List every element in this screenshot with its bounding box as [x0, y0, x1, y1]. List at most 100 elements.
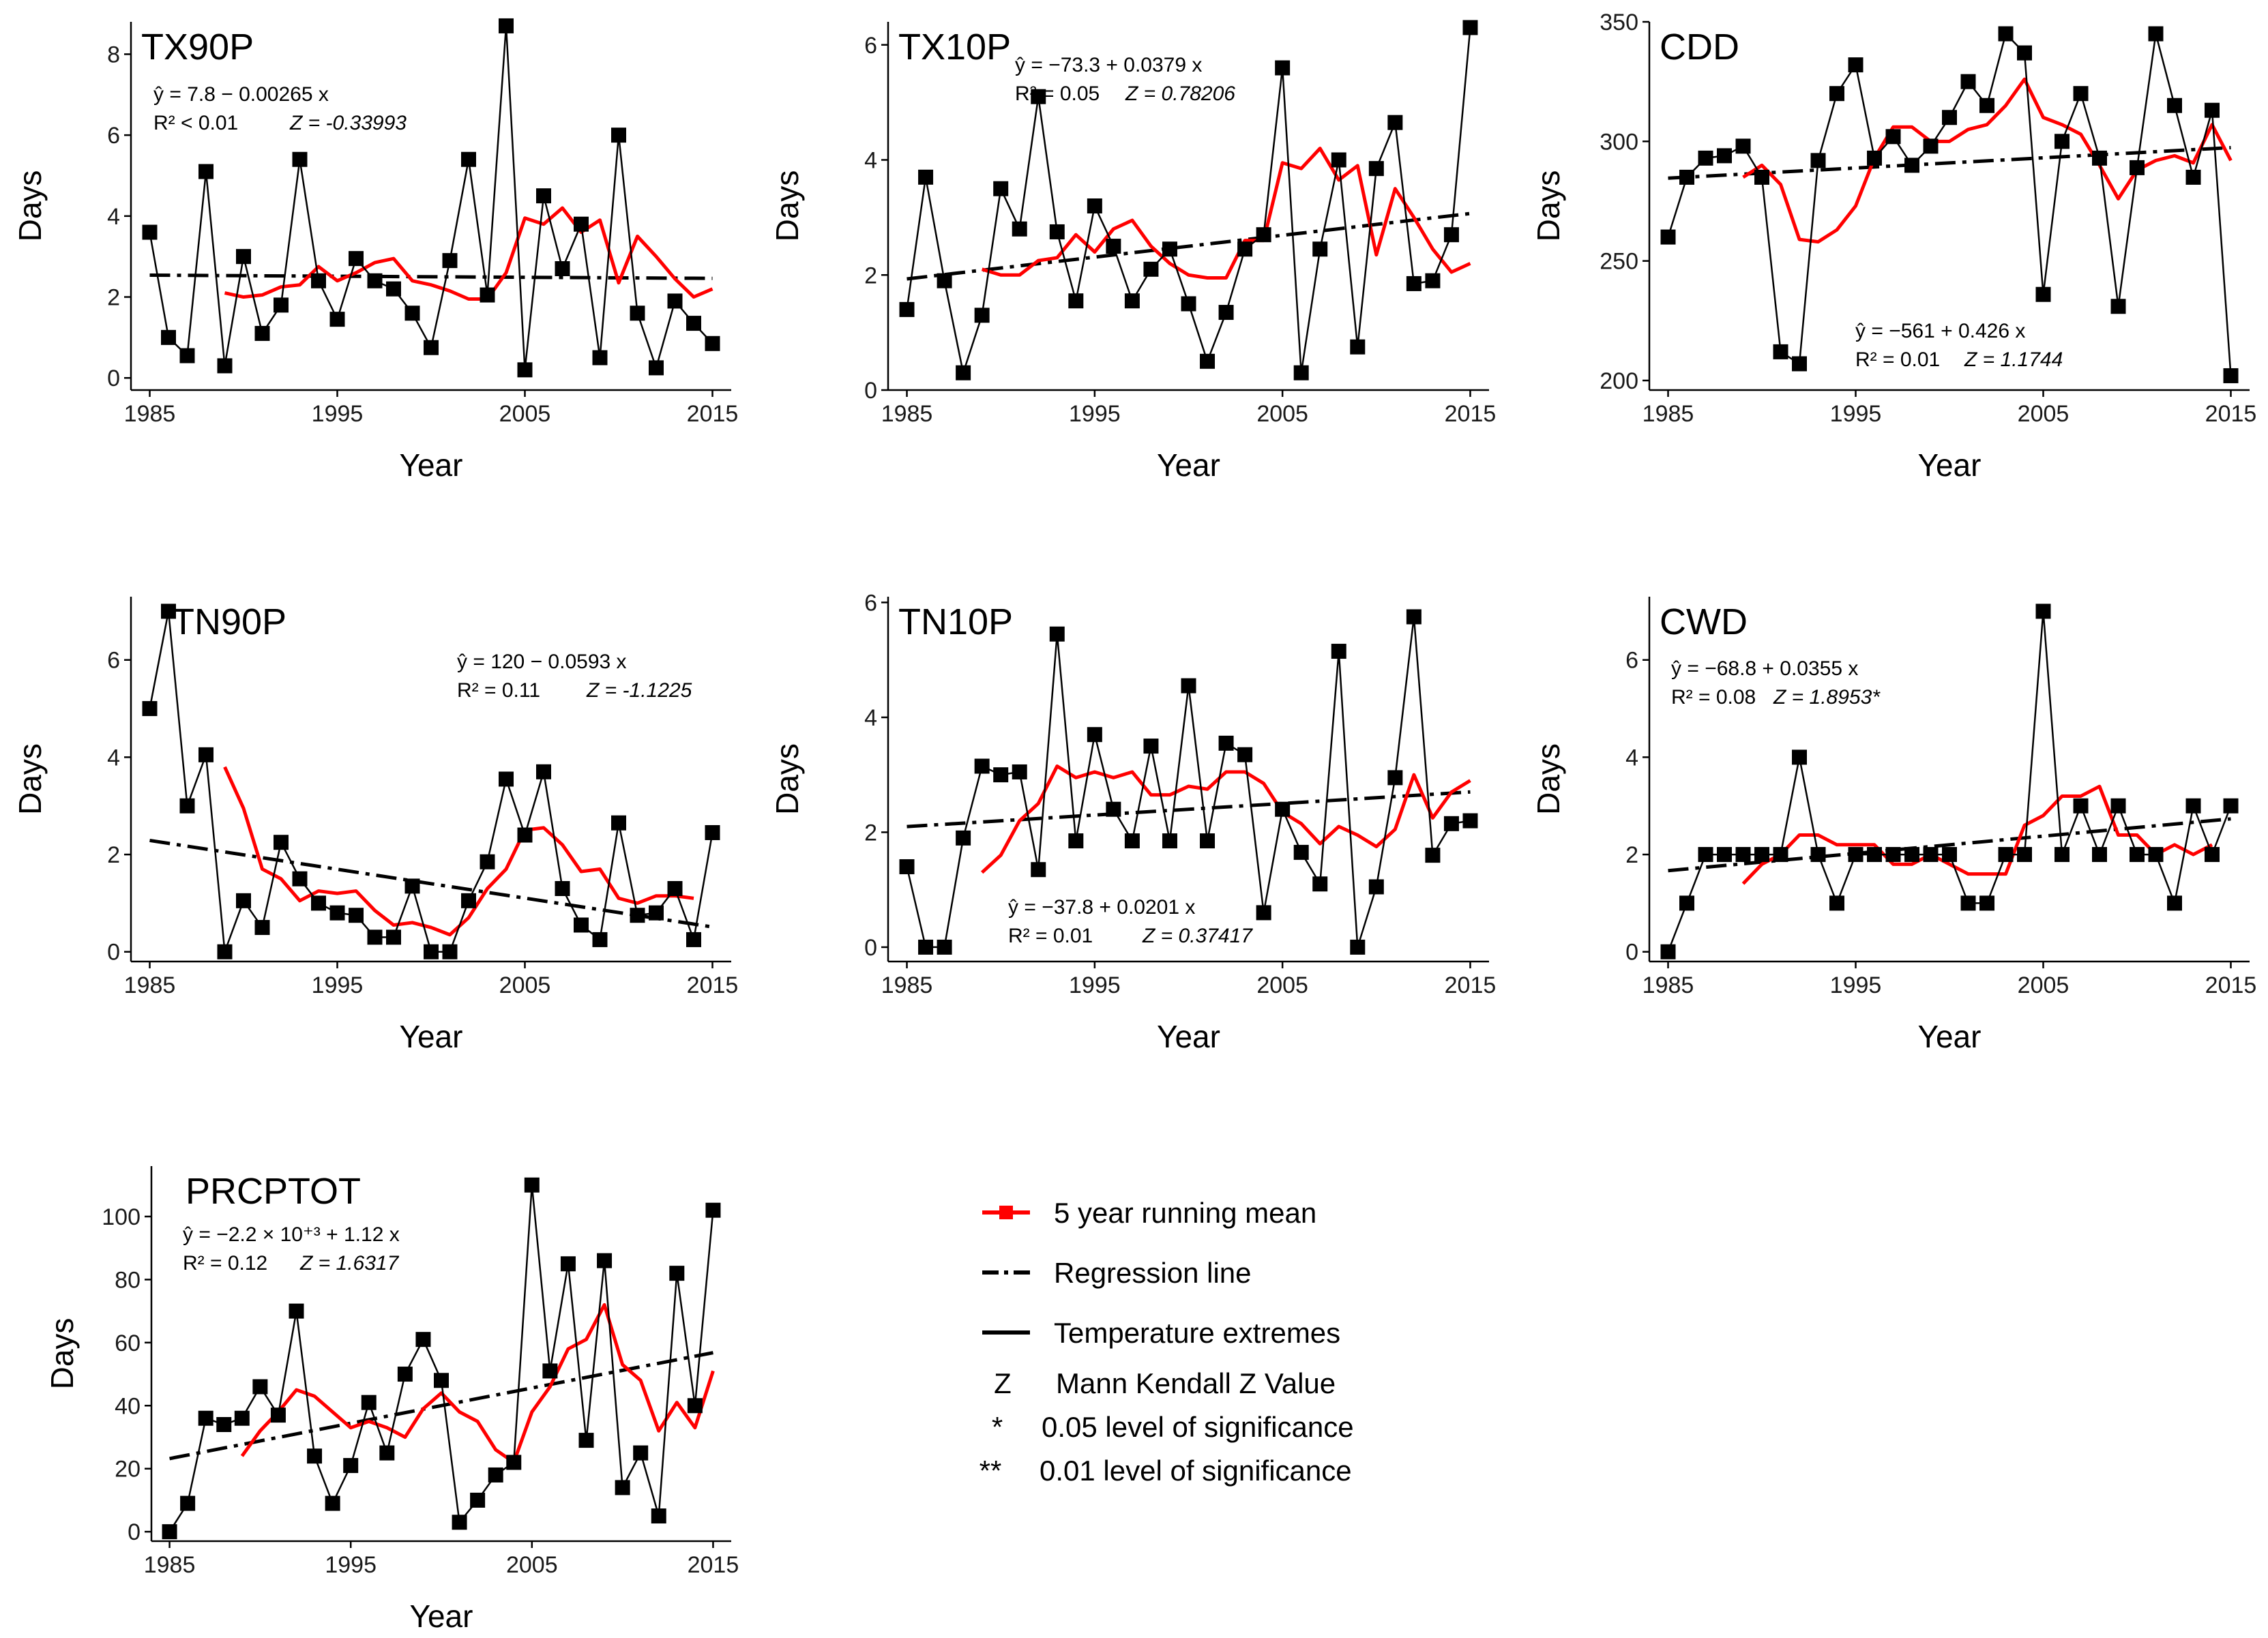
x-tick-label: 1995 [1830, 972, 1882, 998]
data-point [956, 830, 971, 846]
data-point [1181, 296, 1196, 312]
legend-note-label: Mann Kendall Z Value [1056, 1367, 1336, 1399]
data-point [1124, 833, 1140, 849]
data-point [1867, 150, 1882, 166]
r-squared-label: R² < 0.01 [153, 112, 238, 134]
data-point [1867, 847, 1882, 863]
y-axis-title: Days [1531, 743, 1566, 815]
data-point [161, 329, 176, 345]
legend-label-running: 5 year running mean [1054, 1197, 1316, 1229]
data-point [404, 306, 420, 321]
data-point [179, 798, 195, 814]
data-point [517, 362, 533, 378]
data-point [1717, 847, 1732, 863]
x-tick-label: 2005 [2018, 972, 2070, 998]
data-point [1012, 764, 1027, 779]
data-point [1031, 862, 1046, 878]
panel-title: TX90P [141, 27, 254, 68]
data-point [254, 920, 270, 936]
data-point [2205, 847, 2220, 863]
running-mean-line [1742, 77, 2233, 244]
data-point [536, 188, 551, 204]
data-point [1848, 57, 1864, 73]
panel-tx10p: 1985 1995 2005 2015 0 2 4 6 Year Days TX10P ŷ = −73… [769, 20, 1496, 483]
data-point [434, 1373, 449, 1388]
data-point [236, 893, 251, 908]
x-tick-label: 2015 [2205, 401, 2257, 427]
data-point [899, 859, 915, 874]
y-tick-label: 80 [115, 1267, 141, 1293]
data-point [274, 297, 289, 313]
data-point [292, 871, 308, 887]
data-point [1904, 847, 1919, 863]
data-point [1660, 229, 1676, 245]
x-tick-label: 2005 [1256, 401, 1308, 427]
data-point [325, 1495, 340, 1511]
y-tick-label: 2 [864, 820, 877, 846]
r-squared-label: R² = 0.11 [457, 679, 540, 702]
mann-kendall-z-label: Z = -1.1225 [586, 679, 692, 702]
data-point [2130, 847, 2145, 863]
x-axis-title: Year [410, 1598, 473, 1634]
data-point [1256, 227, 1271, 243]
y-tick-label: 2 [107, 842, 120, 868]
data-point [687, 1398, 703, 1414]
data-point [633, 1445, 649, 1461]
data-point [2035, 604, 2051, 619]
data-point [1754, 847, 1769, 863]
y-tick-label: 100 [102, 1204, 141, 1230]
data-point [1312, 876, 1328, 892]
x-tick-label: 2005 [2018, 401, 2070, 427]
data-point [1293, 365, 1309, 381]
data-point [1698, 847, 1713, 863]
data-point [2017, 45, 2032, 61]
data-point [1904, 158, 1919, 173]
x-tick-label: 2005 [1256, 972, 1308, 998]
data-point [329, 905, 345, 921]
data-point [1998, 26, 2014, 42]
data-point [1049, 626, 1065, 642]
data-point [524, 1177, 540, 1193]
running-mean-line [981, 147, 1471, 280]
data-point [386, 281, 401, 297]
x-tick-label: 2005 [506, 1552, 558, 1578]
legend-note-label: 0.01 level of significance [1040, 1455, 1352, 1487]
data-point [217, 358, 233, 374]
data-point [379, 1445, 395, 1461]
data-point [2110, 299, 2126, 314]
y-tick-label: 250 [1600, 249, 1638, 275]
data-point [2017, 847, 2032, 863]
y-tick-label: 2 [864, 263, 877, 288]
x-axis-title: Year [400, 447, 463, 483]
data-point [1923, 847, 1939, 863]
data-point [1443, 227, 1459, 243]
data-point [461, 151, 476, 167]
y-tick-label: 8 [107, 42, 120, 68]
data-point [937, 939, 952, 955]
data-point [1810, 153, 1826, 168]
y-tick-label: 0 [1625, 940, 1638, 966]
data-point [578, 1433, 594, 1448]
data-point [1885, 129, 1901, 145]
data-point [1331, 152, 1346, 168]
legend-note-symbol: * [992, 1411, 1003, 1443]
x-axis-title: Year [1918, 1019, 1982, 1054]
data-point [974, 758, 990, 774]
data-point [1218, 735, 1234, 751]
data-point [1387, 770, 1403, 786]
x-tick-label: 1985 [124, 972, 176, 998]
panel-title: TN90P [172, 601, 286, 642]
data-point [669, 1266, 685, 1281]
data-point [480, 287, 495, 303]
data-point [2073, 86, 2089, 102]
data-point [1012, 221, 1027, 237]
data-point [1368, 161, 1384, 177]
data-point [1256, 905, 1271, 921]
mann-kendall-z-label: Z = -0.33993 [289, 112, 407, 134]
data-point [1829, 895, 1844, 911]
data-point [1068, 833, 1084, 849]
y-tick-label: 2 [1625, 842, 1638, 868]
r-squared-label: R² = 0.05 [1015, 83, 1100, 105]
data-point [161, 604, 176, 619]
data-point [1443, 816, 1459, 831]
